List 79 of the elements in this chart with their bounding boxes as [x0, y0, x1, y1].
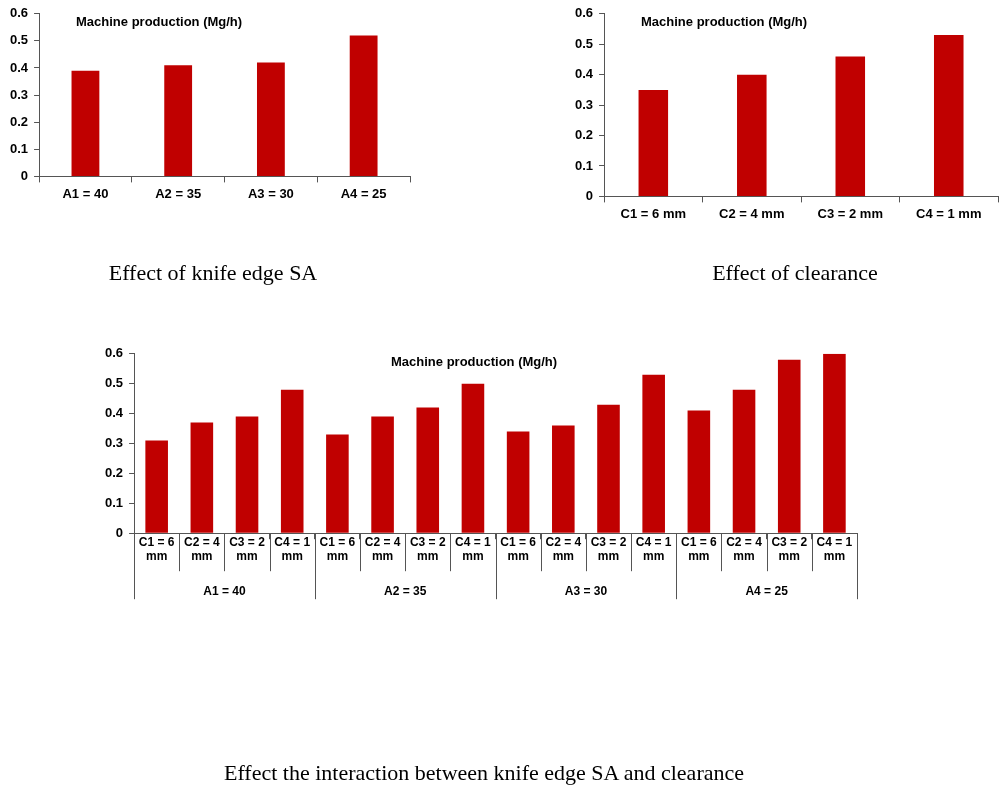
x-tick-label: C3 = 2 mm: [771, 534, 808, 564]
y-tick-label: 0.6: [104, 345, 124, 361]
x-tick-label: C2 = 4 mm: [545, 534, 582, 564]
y-tick-label: 0.2: [9, 113, 29, 129]
bar: [737, 74, 767, 196]
bar: [235, 416, 259, 533]
x-tick-label: C3 = 2 mm: [229, 534, 266, 564]
y-tick-label: 0.4: [574, 66, 594, 82]
y-tick-label: 0.1: [574, 157, 594, 173]
text: A1 = 40: [203, 583, 246, 598]
bar: [371, 416, 394, 533]
x-tick-label: A3 = 30: [247, 185, 294, 201]
x-tick-label: A4 = 25: [340, 185, 387, 201]
y-tick-label: 0.2: [104, 464, 124, 480]
y-tick-label: 0.2: [574, 127, 594, 143]
bar: [256, 62, 285, 176]
bar: [349, 35, 378, 176]
x-tick-label: C2 = 4 mm: [183, 534, 221, 564]
x-tick-label: C3 = 2 mm: [817, 205, 883, 221]
bar: [461, 383, 485, 533]
bar: [145, 440, 168, 533]
y-tick-label: 0.3: [104, 435, 124, 451]
bar: [71, 70, 100, 176]
bar: [506, 431, 530, 533]
y-tick-label: 0.5: [104, 375, 124, 391]
bar: [638, 89, 669, 196]
x-tick-label: C4 = 1 mm: [274, 534, 311, 564]
x-axis-title: Effect of knife edge SA: [108, 260, 318, 286]
bar: [687, 410, 711, 533]
x-tick-label: C4 = 1 mm: [635, 534, 672, 564]
bar: [416, 407, 440, 533]
y-tick-label: 0: [20, 167, 29, 183]
y-tick-label: 0.5: [574, 35, 594, 51]
x-tick-label: C1 = 6 mm: [500, 534, 537, 564]
bar: [597, 404, 620, 533]
bar: [552, 425, 575, 533]
y-tick-label: 0.3: [574, 96, 594, 112]
y-tick-label: 0: [585, 187, 594, 203]
chart-title: Machine production (Mg/h): [641, 13, 808, 29]
text: A4 = 25: [745, 583, 789, 598]
text: A3 = 30: [564, 583, 608, 598]
x-tick-label: C4 = 1 mm: [816, 534, 853, 564]
bar: [280, 389, 304, 533]
y-tick-label: 0.6: [9, 5, 29, 21]
y-tick-label: 0.1: [104, 494, 124, 510]
y-tick-label: 0.3: [9, 86, 29, 102]
x-tick-label: A1 = 40: [62, 185, 109, 201]
x-tick-label: C2 = 4 mm: [364, 534, 401, 564]
x-axis-title: Effect of clearance: [712, 260, 878, 286]
x-tick-label: C2 = 4 mm: [726, 534, 763, 564]
x-tick-label: C2 = 4 mm: [719, 205, 785, 221]
x-tick-label: A2 = 35: [155, 185, 202, 201]
y-tick-label: 0.4: [9, 59, 29, 75]
x-tick-label: C3 = 2 mm: [590, 534, 627, 564]
y-tick-label: 0.6: [574, 5, 594, 21]
x-tick-label: C3 = 2 mm: [409, 534, 446, 564]
x-tick-label: C1 = 6 mm: [319, 534, 356, 564]
bar: [835, 56, 866, 196]
x-tick-label: C1 = 6 mm: [681, 534, 718, 564]
x-tick-label: C1 = 6 mm: [138, 534, 175, 564]
y-tick-label: 0: [115, 524, 124, 540]
bar: [642, 374, 665, 533]
x-tick-label: C4 = 1 mm: [916, 205, 982, 221]
bar: [933, 35, 964, 196]
x-tick-label: C4 = 1 mm: [455, 534, 492, 564]
bar: [190, 422, 214, 533]
x-axis-title: Effect the interaction between knife edge SA and clearance: [223, 760, 745, 786]
x-tick-label: C1 = 6 mm: [620, 205, 687, 221]
chart-title: Machine production (Mg/h): [391, 353, 558, 369]
bar: [777, 359, 801, 533]
bar: [164, 65, 193, 176]
bar: [326, 434, 349, 533]
bar: [823, 353, 846, 533]
y-tick-label: 0.5: [9, 32, 29, 48]
bar: [732, 389, 756, 533]
y-tick-label: 0.4: [104, 405, 124, 421]
chart-title: Machine production (Mg/h): [76, 13, 243, 29]
text: A2 = 35: [383, 583, 427, 598]
y-tick-label: 0.1: [9, 140, 29, 156]
